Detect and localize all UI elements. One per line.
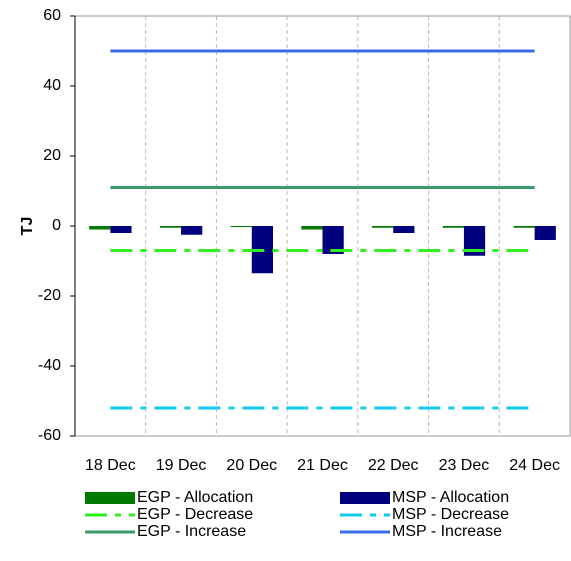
y-tick-label: -20 bbox=[38, 287, 61, 304]
x-tick-label: 18 Dec bbox=[85, 457, 136, 474]
legend-label: EGP - Allocation bbox=[137, 489, 253, 506]
bar bbox=[322, 226, 344, 254]
x-tick-label: 24 Dec bbox=[509, 457, 560, 474]
bar bbox=[181, 226, 203, 235]
bar bbox=[463, 226, 486, 256]
legend-label: MSP - Increase bbox=[392, 523, 502, 540]
bar bbox=[301, 226, 323, 230]
x-tick-label: 20 Dec bbox=[226, 457, 277, 474]
legend-label: MSP - Allocation bbox=[392, 489, 509, 506]
bar bbox=[534, 226, 556, 240]
bar bbox=[89, 226, 111, 230]
legend-marker bbox=[85, 492, 135, 504]
x-tick-label: 23 Dec bbox=[439, 457, 490, 474]
legend-label: EGP - Increase bbox=[137, 523, 246, 540]
bar bbox=[513, 226, 535, 228]
bar bbox=[159, 226, 182, 228]
y-tick-label: -40 bbox=[38, 357, 61, 374]
y-tick-label: 60 bbox=[43, 7, 61, 24]
y-tick-label: 40 bbox=[43, 77, 61, 94]
x-tick-label: 19 Dec bbox=[156, 457, 207, 474]
x-tick-label: 21 Dec bbox=[297, 457, 348, 474]
legend-label: EGP - Decrease bbox=[137, 506, 253, 523]
y-tick-label: 20 bbox=[43, 147, 61, 164]
y-tick-label: 0 bbox=[52, 217, 61, 234]
x-tick-label: 22 Dec bbox=[368, 457, 419, 474]
bar bbox=[442, 226, 464, 228]
legend-marker bbox=[340, 492, 390, 504]
bar bbox=[110, 226, 132, 233]
legend-label: MSP - Decrease bbox=[392, 506, 509, 523]
bar bbox=[393, 226, 415, 233]
y-tick-label: -60 bbox=[38, 427, 61, 444]
bar bbox=[372, 226, 394, 228]
y-axis-label: TJ bbox=[19, 217, 36, 236]
bar bbox=[230, 226, 252, 228]
